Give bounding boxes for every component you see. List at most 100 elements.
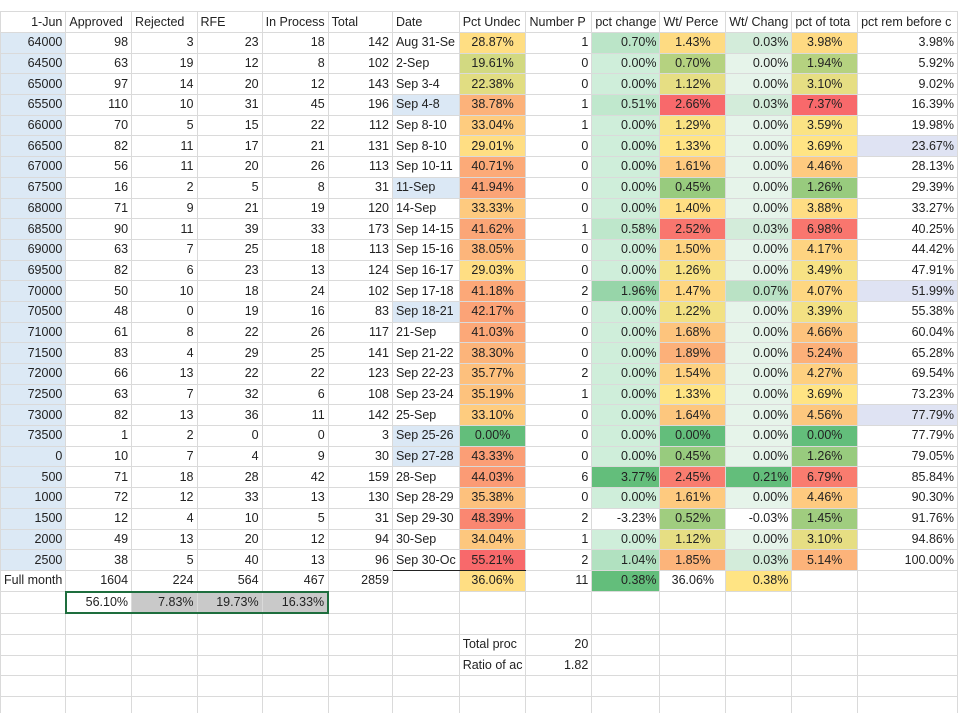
cell-wt-perce[interactable]: 1.43% <box>659 32 727 54</box>
cell-pct-undec[interactable]: 41.03% <box>458 321 527 344</box>
cell-in-process[interactable]: 26 <box>261 321 329 344</box>
empty-cell[interactable] <box>65 612 133 635</box>
percent-cell-pct-rem-before-c[interactable] <box>857 591 958 614</box>
cell-number-p[interactable]: 2 <box>525 507 593 530</box>
cell-wt-chang[interactable]: 0.00% <box>725 156 793 178</box>
cell-number-p[interactable]: 0 <box>525 135 593 158</box>
cell-total[interactable]: 159 <box>327 466 393 489</box>
cell-pct-undec[interactable]: 33.04% <box>458 114 527 137</box>
cell-approved[interactable]: 90 <box>65 218 133 240</box>
cell-wt-perce[interactable]: 1.85% <box>659 549 727 571</box>
cell-wt-perce[interactable]: 2.45% <box>659 466 727 489</box>
cell-rfe[interactable]: 39 <box>196 218 263 240</box>
cell-wt-chang[interactable]: 0.21% <box>725 466 793 489</box>
cell-rfe[interactable]: 17 <box>196 135 263 158</box>
cell-rejected[interactable]: 13 <box>131 363 198 385</box>
cell-total[interactable]: 141 <box>327 342 393 364</box>
column-header-pct-undec[interactable]: Pct Undec <box>458 11 527 33</box>
empty-cell[interactable] <box>857 633 958 656</box>
empty-cell[interactable] <box>591 696 661 713</box>
cell-wt-perce[interactable]: 0.52% <box>659 507 727 530</box>
cell-pct-undec[interactable]: 0.00% <box>458 425 527 447</box>
summary-cell-rejected[interactable]: 224 <box>131 569 198 593</box>
cell-in-process[interactable]: 12 <box>261 528 329 551</box>
cell-wt-perce[interactable]: 1.12% <box>659 528 727 551</box>
cell-pct-rem-before-c[interactable]: 91.76% <box>857 507 958 530</box>
cell-pct-of-tota[interactable]: 3.39% <box>791 300 859 323</box>
percent-cell-wt-perce[interactable] <box>659 591 727 614</box>
percent-cell-rfe[interactable]: 19.73% <box>196 590 263 615</box>
cell-pct-of-tota[interactable]: 1.26% <box>791 176 859 199</box>
cell-pct-of-tota[interactable]: 3.59% <box>791 114 859 137</box>
cell-rejected[interactable]: 2 <box>131 425 198 447</box>
cell-rfe[interactable]: 20 <box>196 528 263 551</box>
cell-1-jun[interactable]: 68000 <box>0 197 67 220</box>
cell-in-process[interactable]: 16 <box>261 300 329 323</box>
cell-approved[interactable]: 56 <box>65 156 133 178</box>
cell-total[interactable]: 123 <box>327 363 393 385</box>
cell-pct-of-tota[interactable]: 3.98% <box>791 32 859 54</box>
empty-cell[interactable] <box>0 675 67 697</box>
cell-rfe[interactable]: 21 <box>196 197 263 220</box>
empty-cell[interactable] <box>261 675 329 697</box>
summary-cell-rfe[interactable]: 564 <box>196 569 263 593</box>
empty-cell[interactable] <box>791 696 859 713</box>
empty-cell[interactable] <box>525 696 593 713</box>
cell-approved[interactable]: 82 <box>65 135 133 158</box>
empty-cell[interactable] <box>857 696 958 713</box>
cell-wt-perce[interactable]: 1.29% <box>659 114 727 137</box>
summary-cell-pct-undec[interactable]: 36.06% <box>458 569 527 593</box>
empty-cell[interactable] <box>591 654 661 677</box>
cell-pct-undec[interactable]: 29.03% <box>458 259 527 282</box>
cell-rejected[interactable]: 2 <box>131 176 198 199</box>
cell-wt-perce[interactable]: 2.52% <box>659 218 727 240</box>
cell-date[interactable]: Sep 23-24 <box>391 383 460 406</box>
summary-cell-1-jun[interactable]: Full month <box>0 569 67 593</box>
cell-pct-of-tota[interactable]: 1.26% <box>791 445 859 468</box>
cell-pct-rem-before-c[interactable]: 100.00% <box>857 549 958 571</box>
cell-pct-of-tota[interactable]: 6.98% <box>791 218 859 240</box>
cell-pct-of-tota[interactable]: 4.46% <box>791 487 859 509</box>
cell-rejected[interactable]: 4 <box>131 507 198 530</box>
empty-cell[interactable] <box>327 696 393 713</box>
cell-approved[interactable]: 50 <box>65 280 133 302</box>
column-header-1-jun[interactable]: 1-Jun <box>0 11 67 33</box>
cell-number-p[interactable]: 2 <box>525 549 593 571</box>
empty-cell[interactable] <box>131 675 198 697</box>
empty-cell[interactable] <box>196 633 263 656</box>
cell-total[interactable]: 142 <box>327 32 393 54</box>
cell-pct-rem-before-c[interactable]: 60.04% <box>857 321 958 344</box>
cell-pct-rem-before-c[interactable]: 79.05% <box>857 445 958 468</box>
cell-pct-of-tota[interactable]: 1.94% <box>791 52 859 75</box>
cell-pct-rem-before-c[interactable]: 9.02% <box>857 73 958 96</box>
cell-1-jun[interactable]: 2000 <box>0 528 67 551</box>
cell-wt-chang[interactable]: 0.00% <box>725 383 793 406</box>
cell-1-jun[interactable]: 1000 <box>0 487 67 509</box>
cell-rejected[interactable]: 3 <box>131 32 198 54</box>
cell-pct-undec[interactable]: 43.33% <box>458 445 527 468</box>
cell-number-p[interactable]: 0 <box>525 52 593 75</box>
cell-approved[interactable]: 70 <box>65 114 133 137</box>
summary-cell-pct-of-tota[interactable] <box>791 569 859 593</box>
cell-date[interactable]: 11-Sep <box>391 176 460 199</box>
cell-pct-of-tota[interactable]: 7.37% <box>791 94 859 116</box>
cell-rfe[interactable]: 32 <box>196 383 263 406</box>
cell-rejected[interactable]: 6 <box>131 259 198 282</box>
cell-number-p[interactable]: 0 <box>525 238 593 261</box>
cell-wt-perce[interactable]: 1.33% <box>659 135 727 158</box>
cell-pct-change[interactable]: 1.04% <box>591 549 661 571</box>
cell-approved[interactable]: 61 <box>65 321 133 344</box>
cell-rejected[interactable]: 7 <box>131 238 198 261</box>
cell-total[interactable]: 196 <box>327 94 393 116</box>
cell-1-jun[interactable]: 66000 <box>0 114 67 137</box>
cell-rejected[interactable]: 5 <box>131 114 198 137</box>
percent-cell-date[interactable] <box>391 591 460 614</box>
cell-wt-perce[interactable]: 1.22% <box>659 300 727 323</box>
cell-wt-chang[interactable]: 0.00% <box>725 52 793 75</box>
empty-cell[interactable] <box>659 696 727 713</box>
cell-approved[interactable]: 38 <box>65 549 133 571</box>
cell-pct-of-tota[interactable]: 3.69% <box>791 135 859 158</box>
cell-pct-of-tota[interactable]: 6.79% <box>791 466 859 489</box>
cell-pct-rem-before-c[interactable]: 77.79% <box>857 425 958 447</box>
cell-pct-change[interactable]: 0.00% <box>591 52 661 75</box>
